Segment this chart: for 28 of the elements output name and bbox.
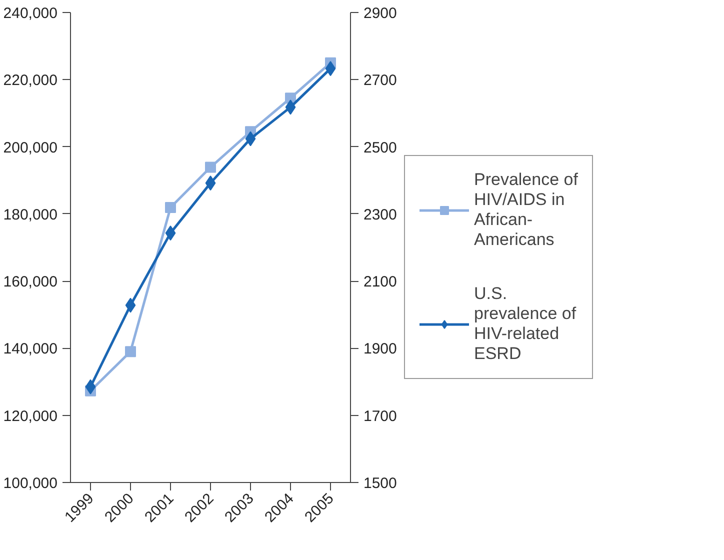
legend-label: Prevalence of HIV/AIDS in African-Americans xyxy=(474,170,578,250)
point xyxy=(205,162,216,173)
y-tick-label: 100,000 xyxy=(3,475,58,492)
point xyxy=(125,298,136,313)
y-tick-label: 140,000 xyxy=(3,340,58,358)
legend-label: U.S. prevalence of HIV-related ESRD xyxy=(474,284,576,364)
point xyxy=(85,379,96,394)
point xyxy=(325,61,336,76)
y-tick-label: 120,000 xyxy=(3,408,58,425)
point xyxy=(205,176,216,191)
y2-tick-label: 2500 xyxy=(364,139,397,156)
y2-tick-label: 1900 xyxy=(364,340,397,358)
y-tick-label: 180,000 xyxy=(3,206,58,224)
y2-tick-label: 2700 xyxy=(364,72,397,90)
y2-tick-label: 1500 xyxy=(364,475,397,492)
y-tick-label: 220,000 xyxy=(3,72,58,90)
y2-tick-label: 2100 xyxy=(364,274,397,291)
y-tick-label: 200,000 xyxy=(3,139,58,156)
point xyxy=(125,346,136,358)
point xyxy=(245,131,256,146)
y2-tick-label: 2900 xyxy=(364,5,397,22)
point xyxy=(285,100,296,115)
y-tick-label: 240,000 xyxy=(3,5,58,22)
y2-tick-label: 2300 xyxy=(364,206,397,224)
point xyxy=(165,202,176,214)
y2-tick-label: 1700 xyxy=(364,408,397,425)
point xyxy=(165,226,176,241)
y-tick-label: 160,000 xyxy=(3,274,58,291)
